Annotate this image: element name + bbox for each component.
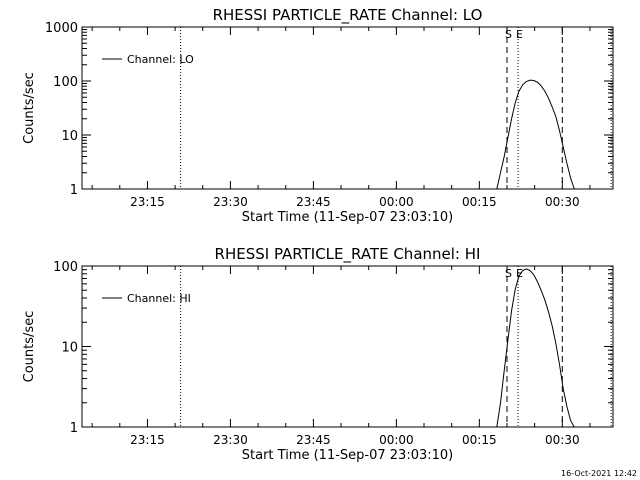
x-tick-label: 00:30: [545, 433, 580, 447]
marker-label: E: [516, 28, 523, 41]
y-tick-label: 10: [61, 341, 78, 356]
footer-timestamp: 16-Oct-2021 12:42: [561, 469, 637, 478]
legend-label: Channel: HI: [127, 292, 191, 305]
x-tick-label: 00:15: [462, 195, 497, 209]
plot-frame: [81, 26, 614, 190]
chart-title: RHESSI PARTICLE_RATE Channel: HI: [215, 245, 481, 264]
marker-label: E: [516, 267, 523, 280]
x-tick-label: 23:30: [213, 433, 248, 447]
x-tick-label: 23:45: [296, 433, 331, 447]
marker-label: S: [505, 28, 512, 41]
y-tick-label: 1000: [45, 21, 78, 36]
chart-title: RHESSI PARTICLE_RATE Channel: LO: [213, 6, 483, 25]
y-axis-label: Counts/sec: [22, 311, 37, 383]
chart-panel-1: RHESSI PARTICLE_RATE Channel: LO 23:15 23:…: [22, 6, 614, 225]
x-tick-label: 23:45: [296, 195, 331, 209]
legend-label: Channel: LO: [127, 53, 194, 66]
x-tick-label: 23:30: [213, 195, 248, 209]
x-tick-label: 23:15: [130, 195, 165, 209]
x-axis-label: Start Time (11-Sep-07 23:03:10): [242, 210, 453, 225]
x-tick-label: 00:00: [379, 433, 414, 447]
chart-panel-2: RHESSI PARTICLE_RATE Channel: HI 23:15 23:…: [22, 245, 614, 463]
y-tick-label: 100: [53, 260, 78, 275]
y-tick-label: 100: [53, 75, 78, 90]
marker-label: S: [505, 267, 512, 280]
x-tick-label: 00:30: [545, 195, 580, 209]
x-axis-label: Start Time (11-Sep-07 23:03:10): [242, 448, 453, 463]
x-tick-label: 00:00: [379, 195, 414, 209]
x-tick-label: 00:15: [462, 433, 497, 447]
series-line: [496, 79, 575, 190]
y-tick-label: 10: [61, 129, 78, 144]
x-tick-label: 23:15: [130, 433, 165, 447]
y-tick-label: 1: [70, 183, 78, 198]
y-tick-label: 1: [70, 421, 78, 436]
y-axis-label: Counts/sec: [22, 72, 37, 144]
plot-frame: [81, 265, 614, 428]
series-line: [496, 268, 575, 428]
